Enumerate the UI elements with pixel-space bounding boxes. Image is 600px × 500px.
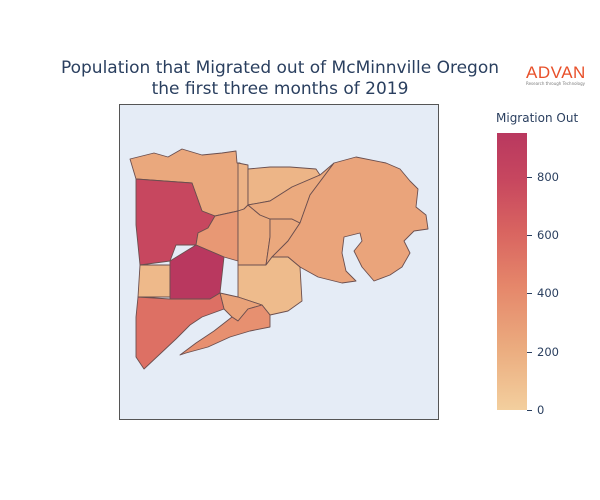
colorbar-tick-label: 0 bbox=[537, 403, 545, 417]
logo-name: ADVAN bbox=[526, 63, 586, 82]
region-southwest[interactable] bbox=[135, 292, 225, 370]
colorbar-tick-label: 600 bbox=[537, 228, 559, 243]
region-west-small[interactable] bbox=[137, 264, 171, 298]
colorbar-tick-label: 400 bbox=[537, 286, 559, 301]
colorbar-tick-mark bbox=[527, 176, 532, 178]
advan-logo: ADVAN Research through Technology bbox=[526, 64, 590, 87]
colorbar-tick-label: 200 bbox=[537, 344, 559, 359]
title-line-1: Population that Migrated out of McMinnvi… bbox=[60, 58, 500, 78]
choropleth-map[interactable] bbox=[120, 105, 438, 419]
colorbar-tick-mark bbox=[527, 293, 532, 295]
colorbar bbox=[497, 133, 527, 410]
colorbar-title: Migration Out bbox=[496, 111, 579, 125]
title-line-2: the first three months of 2019 bbox=[151, 79, 409, 99]
colorbar-tick-label: 800 bbox=[537, 169, 559, 184]
region-center-north-thin[interactable] bbox=[237, 162, 249, 212]
map-title: Population that Migrated out of McMinnvi… bbox=[40, 58, 520, 100]
region-center-dark[interactable] bbox=[169, 244, 225, 300]
colorbar-tick-mark bbox=[527, 235, 532, 237]
logo-tagline: Research through Technology bbox=[526, 81, 586, 86]
region-south-center[interactable] bbox=[179, 304, 271, 356]
colorbar-tick-mark bbox=[527, 410, 532, 411]
colorbar-tick-mark bbox=[527, 351, 532, 353]
map-plot-area[interactable] bbox=[119, 104, 439, 420]
